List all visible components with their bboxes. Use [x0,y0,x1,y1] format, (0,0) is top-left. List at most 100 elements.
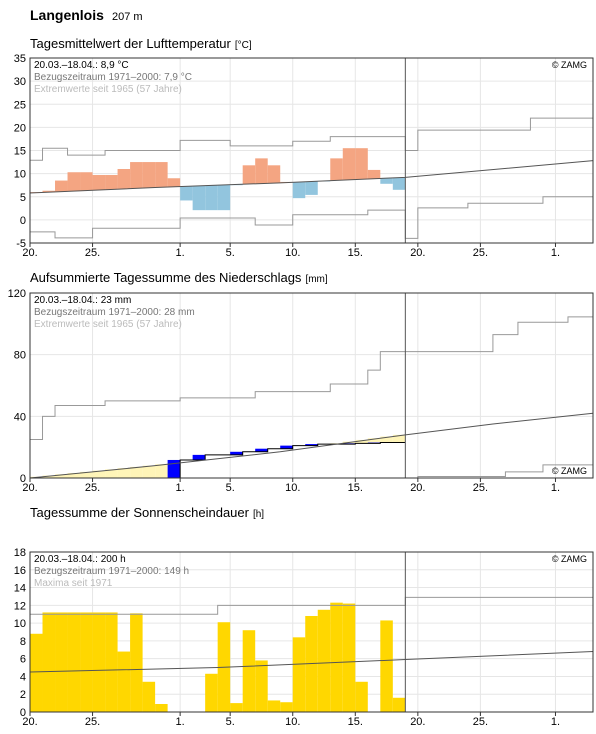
info-text: Bezugszeitraum 1971–2000: 149 h [34,566,189,577]
x-tick-label: 1. [176,482,185,494]
normal-line [29,160,594,194]
temperature-bar [67,172,81,192]
sunshine-bar [42,612,56,712]
chart-unit: [°C] [235,40,252,51]
temperature-bar [342,148,356,180]
x-tick-label: 25. [473,482,488,494]
y-tick-label: 25 [14,99,26,111]
x-tick-label: 25. [473,247,488,259]
sunshine-bar [205,673,218,712]
daily-precip [192,454,206,460]
x-tick-label: 5. [226,716,235,728]
chart-title: Aufsummierte Tagessumme des Niederschlag… [30,270,302,285]
deficit-area [55,474,68,478]
sunshine-bar [280,702,293,712]
sunshine-bar [155,704,168,712]
sunshine-bar [342,603,356,712]
daily-precip [305,444,318,446]
credit: © ZAMG [552,60,587,70]
x-tick-label: 1. [176,247,185,259]
x-tick-label: 5. [226,247,235,259]
x-tick-label: 20. [410,247,425,259]
y-tick-label: 20 [14,122,26,134]
x-tick-label: 1. [551,482,560,494]
sunshine-bar [355,681,368,712]
y-tick-label: 6 [20,654,26,666]
y-tick-label: 5 [20,192,26,204]
extreme-line [30,196,594,239]
temperature-bar [105,175,118,190]
temperature-bar [330,158,343,181]
deficit-area [105,469,118,478]
daily-precip [255,448,268,452]
y-tick-label: 15 [14,146,26,158]
credit: © ZAMG [552,466,587,476]
sunshine-bar [142,681,156,712]
temperature-bar [392,177,406,190]
temperature-bar [367,169,381,179]
normal-line [29,412,594,479]
sunshine-bar [380,620,393,712]
x-tick-label: 10. [285,482,300,494]
sunshine-bar [92,612,106,712]
temperature-bar [130,162,143,189]
x-tick-label: 5. [226,482,235,494]
temperature-bar [305,181,318,195]
deficit-area [130,466,143,478]
sunshine-bar [117,651,131,712]
sunshine-bar [242,630,256,712]
y-tick-label: 30 [14,76,26,88]
x-tick-label: 20. [22,716,37,728]
y-tick-label: -5 [16,238,26,250]
x-tick-label: 1. [551,716,560,728]
x-tick-label: 25. [85,247,100,259]
info-text: Bezugszeitraum 1971–2000: 7,9 °C [34,72,192,83]
x-tick-label: 15. [348,716,363,728]
temperature-bar [292,182,306,199]
sunshine-bar [105,612,118,712]
x-tick-label: 20. [410,482,425,494]
plot-frame [29,292,594,479]
y-tick-label: 10 [14,169,26,181]
info-text: Extremwerte seit 1965 (57 Jahre) [34,319,182,330]
y-tick-label: 0 [20,215,26,227]
x-tick-label: 15. [348,247,363,259]
y-tick-label: 16 [14,565,26,577]
y-tick-label: 0 [20,707,26,719]
sunshine-bar [55,612,68,712]
deficit-area [92,470,106,478]
temperature-bar [80,172,93,191]
chart-title: Tagessumme der Sonnenscheindauer [30,505,250,520]
info-text: Bezugszeitraum 1971–2000: 28 mm [34,307,195,318]
info-text: 20.03.–18.04.: 8,9 °C [34,60,129,71]
deficit-area [155,464,168,478]
extreme-line [30,117,594,161]
sunshine-bar [330,602,343,712]
y-tick-label: 12 [14,600,26,612]
temperature-bar [180,186,193,201]
station-name: Langenlois [30,7,104,23]
temperature-bar [192,185,206,211]
temperature-bar [42,190,56,193]
chart-title: Tagesmittelwert der Lufttemperatur [30,36,232,51]
temperature-bar [92,175,106,190]
deficit-area [392,434,406,443]
station-elevation: 207 m [112,11,143,23]
sunshine-bar [230,703,243,712]
temperature-bar [242,165,256,185]
temperature-bar [355,148,368,180]
y-tick-label: 40 [14,411,26,423]
temperature-bar [205,185,218,211]
temperature-bar [117,169,131,189]
sunshine-bar [30,633,43,712]
temperature-bar [217,184,231,211]
temperature-bar [255,158,268,184]
deficit-area [80,471,93,478]
plot-frame [29,551,594,713]
x-tick-label: 10. [285,247,300,259]
temperature-bar [267,165,281,184]
extreme-line [30,316,594,440]
deficit-area [67,473,81,478]
deficit-area [367,438,381,443]
